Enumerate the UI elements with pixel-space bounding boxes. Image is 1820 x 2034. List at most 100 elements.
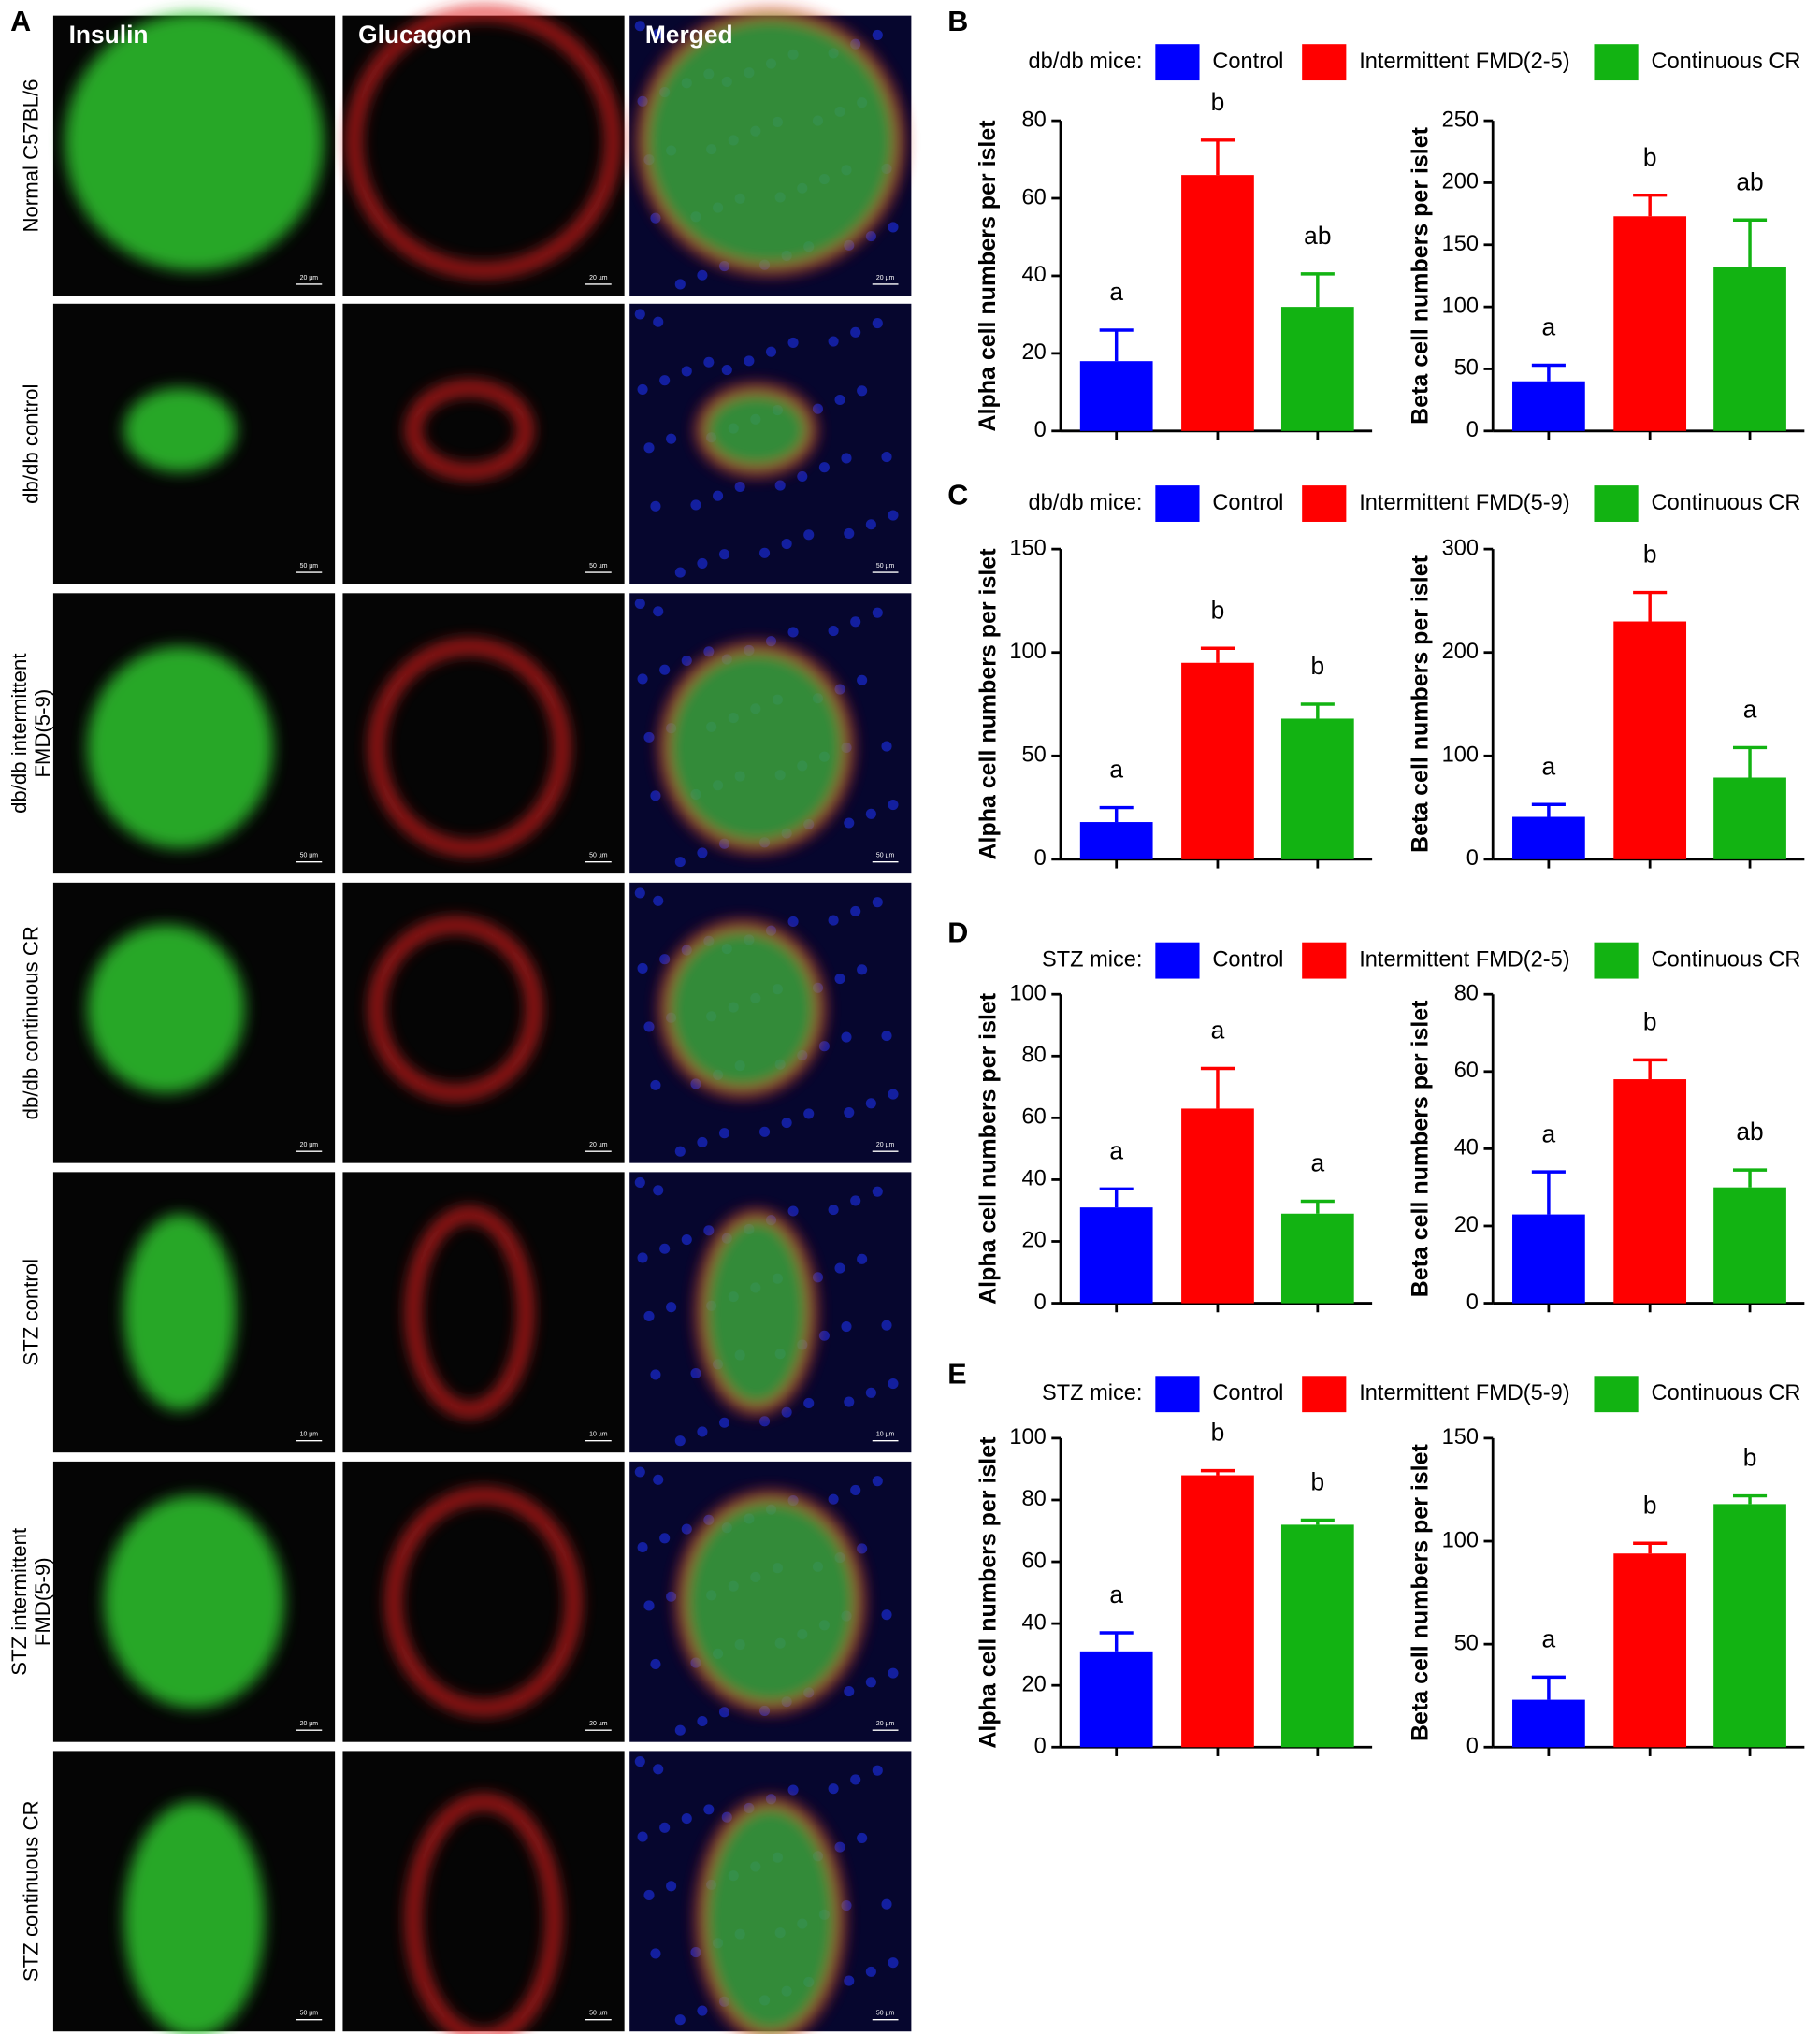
legend-swatch [1155,1376,1200,1413]
nucleus [674,567,686,578]
nucleus [828,626,839,637]
nucleus [718,549,730,560]
y-tick-label: 80 [1022,1043,1047,1067]
micrograph [342,303,625,584]
nucleus [803,529,815,541]
row-label: FMD(5-9) [31,689,54,778]
nucleus [865,519,876,530]
nucleus [643,731,655,743]
y-tick-label: 60 [1022,1548,1047,1572]
y-tick-label: 100 [1009,1424,1046,1449]
scale-bar-label: 20 µm [589,275,608,281]
nucleus [643,1021,655,1032]
scale-bar-label: 50 µm [589,563,608,570]
nucleus [765,346,777,357]
panel-letter: C [947,480,968,512]
legend-label: Control [1212,490,1283,514]
nucleus [872,318,883,329]
nucleus [637,383,648,395]
y-tick-label: 40 [1022,1166,1047,1190]
islet [406,1795,561,2034]
y-tick-label: 100 [1442,1527,1479,1551]
nucleus [865,1098,876,1109]
bar [1512,381,1585,431]
significance-label: a [1542,752,1556,780]
nucleus [828,915,839,926]
nucleus [857,1832,868,1843]
legend-label: Continuous CR [1652,490,1801,514]
nucleus [850,905,861,916]
nucleus [818,1330,830,1341]
y-tick-label: 40 [1022,1609,1047,1634]
legend-label: Intermittent FMD(2-5) [1359,49,1569,73]
nucleus [681,1813,692,1825]
nucleus [850,1195,861,1206]
significance-label: b [1211,596,1225,624]
nucleus [744,355,755,367]
legend-swatch [1594,1376,1639,1413]
scale-bar-label: 20 µm [589,1721,608,1727]
nucleus [787,627,799,638]
nucleus [865,808,876,819]
nucleus [888,222,899,233]
nucleus [828,1205,839,1216]
nucleus [774,480,786,491]
y-tick-label: 150 [1009,535,1046,559]
legend-title: STZ mice: [1042,1380,1142,1405]
bar [1181,662,1254,859]
bar [1512,1699,1585,1748]
scale-bar-label: 50 µm [300,2011,319,2017]
nucleus [818,1041,830,1052]
nucleus [872,1476,883,1487]
nucleus [844,1396,855,1407]
nucleus [865,1387,876,1398]
y-tick-label: 80 [1022,1486,1047,1510]
bar [1713,777,1786,859]
y-tick-label: 250 [1442,107,1479,131]
bar [1512,816,1585,859]
nucleus [828,336,839,347]
y-tick-label: 0 [1466,417,1479,441]
nucleus [634,21,645,32]
nucleus [758,1126,771,1137]
nucleus [781,1406,792,1418]
bar [1079,822,1153,859]
row-label: db/db continuous CR [20,926,43,1119]
nucleus [674,1724,686,1736]
nucleus [681,1523,692,1535]
legend-swatch [1155,485,1200,522]
y-tick-label: 50 [1022,743,1047,767]
nucleus [697,557,708,569]
bar [1613,1079,1687,1304]
scale-bar-label: 10 µm [300,1432,319,1438]
nucleus [844,817,855,829]
nucleus [659,664,671,675]
significance-label: b [1211,88,1225,116]
scale-bar-label: 50 µm [589,853,608,859]
legend-label: Control [1212,1380,1283,1405]
micrograph [342,1751,625,2032]
legend-label: Continuous CR [1652,1380,1801,1405]
nucleus [666,1302,677,1313]
nucleus [881,452,892,463]
significance-label: a [1109,756,1123,784]
nucleus [872,1765,883,1776]
nucleus [803,1108,815,1119]
legend-title: db/db mice: [1029,49,1143,73]
nucleus [650,212,661,224]
nucleus [734,481,745,493]
y-tick-label: 0 [1466,845,1479,870]
nucleus [850,1774,861,1785]
nucleus [681,655,692,667]
islet [696,383,817,476]
nucleus [803,1397,815,1408]
nucleus [643,1889,655,1901]
y-tick-label: 150 [1442,1424,1479,1449]
y-axis-label: Beta cell numbers per islet [1407,1000,1433,1297]
bar [1079,1651,1153,1748]
legend-title: STZ mice: [1042,946,1142,971]
nucleus [841,453,852,464]
bar [1280,1213,1354,1304]
nucleus [650,1079,661,1090]
nucleus [834,1841,845,1853]
